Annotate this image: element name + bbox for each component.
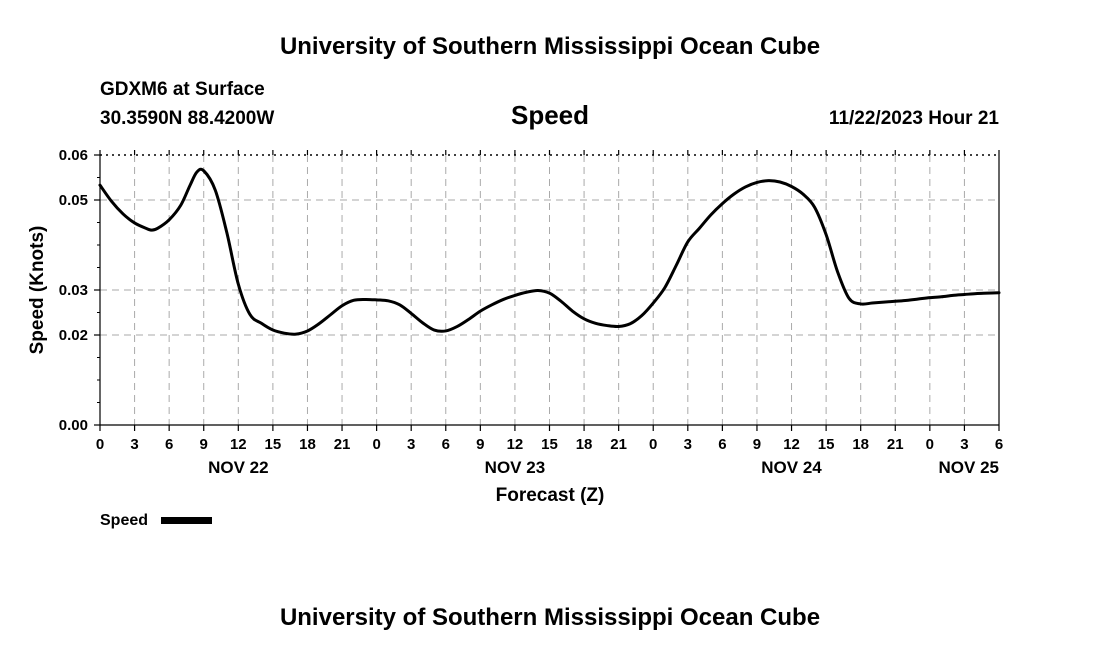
x-tick-label: 21 bbox=[887, 436, 904, 453]
y-axis-title: Speed (Knots) bbox=[27, 226, 48, 355]
x-tick-label: 3 bbox=[130, 436, 138, 453]
x-tick-label: 12 bbox=[230, 436, 247, 453]
x-tick-label: 18 bbox=[299, 436, 316, 453]
y-tick-label: 0.02 bbox=[59, 327, 88, 344]
x-tick-label: 6 bbox=[442, 436, 450, 453]
legend-label: Speed bbox=[100, 512, 148, 529]
date-label: NOV 22 bbox=[208, 458, 268, 477]
y-tick-label: 0.03 bbox=[59, 282, 88, 299]
date-label: NOV 25 bbox=[939, 458, 999, 477]
y-axis: 0.00 0.02 0.03 0.05 0.06 bbox=[59, 147, 100, 434]
y-tick-label: 0.05 bbox=[59, 192, 88, 209]
x-tick-label: 21 bbox=[334, 436, 351, 453]
x-tick-label: 15 bbox=[265, 436, 282, 453]
datetime-label: 11/22/2023 Hour 21 bbox=[829, 108, 999, 129]
x-tick-label: 0 bbox=[926, 436, 934, 453]
date-labels: NOV 22 NOV 23 NOV 24 NOV 25 bbox=[208, 458, 999, 477]
date-label: NOV 23 bbox=[485, 458, 545, 477]
page-title: University of Southern Mississippi Ocean… bbox=[280, 33, 820, 60]
coords-label: 30.3590N 88.4200W bbox=[100, 108, 274, 129]
y-tick-label: 0.06 bbox=[59, 147, 88, 164]
x-tick-label: 9 bbox=[476, 436, 484, 453]
x-tick-label: 3 bbox=[407, 436, 415, 453]
x-tick-label: 0 bbox=[649, 436, 657, 453]
x-axis-title: Forecast (Z) bbox=[496, 485, 605, 506]
grid-lines bbox=[100, 155, 999, 425]
x-tick-label: 6 bbox=[165, 436, 173, 453]
chart-title: Speed bbox=[511, 100, 589, 130]
date-label: NOV 24 bbox=[761, 458, 822, 477]
x-tick-label: 12 bbox=[783, 436, 800, 453]
series-layer bbox=[98, 167, 1001, 336]
x-axis: 0 3 6 9 12 15 18 21 0 3 6 9 12 15 18 21 0 3 6 9 12 15 18 21 0 3 6 bbox=[96, 150, 1003, 453]
x-tick-label: 0 bbox=[372, 436, 380, 453]
x-tick-label: 18 bbox=[852, 436, 869, 453]
station-label: GDXM6 at Surface bbox=[100, 79, 265, 100]
x-tick-label: 21 bbox=[610, 436, 627, 453]
y-tick-label: 0.00 bbox=[59, 417, 88, 434]
series-line-speed bbox=[98, 167, 1001, 336]
x-tick-label: 6 bbox=[718, 436, 726, 453]
x-tick-label: 3 bbox=[684, 436, 692, 453]
footer-title: University of Southern Mississippi Ocean… bbox=[280, 604, 820, 631]
x-tick-label: 15 bbox=[818, 436, 835, 453]
x-tick-label: 12 bbox=[507, 436, 524, 453]
x-tick-label: 15 bbox=[541, 436, 558, 453]
legend-swatch bbox=[161, 517, 212, 524]
x-tick-label: 6 bbox=[995, 436, 1003, 453]
x-tick-label: 0 bbox=[96, 436, 104, 453]
legend: Speed bbox=[100, 512, 212, 529]
x-tick-label: 18 bbox=[576, 436, 593, 453]
x-tick-label: 3 bbox=[960, 436, 968, 453]
x-tick-label: 9 bbox=[753, 436, 761, 453]
x-tick-label: 9 bbox=[200, 436, 208, 453]
